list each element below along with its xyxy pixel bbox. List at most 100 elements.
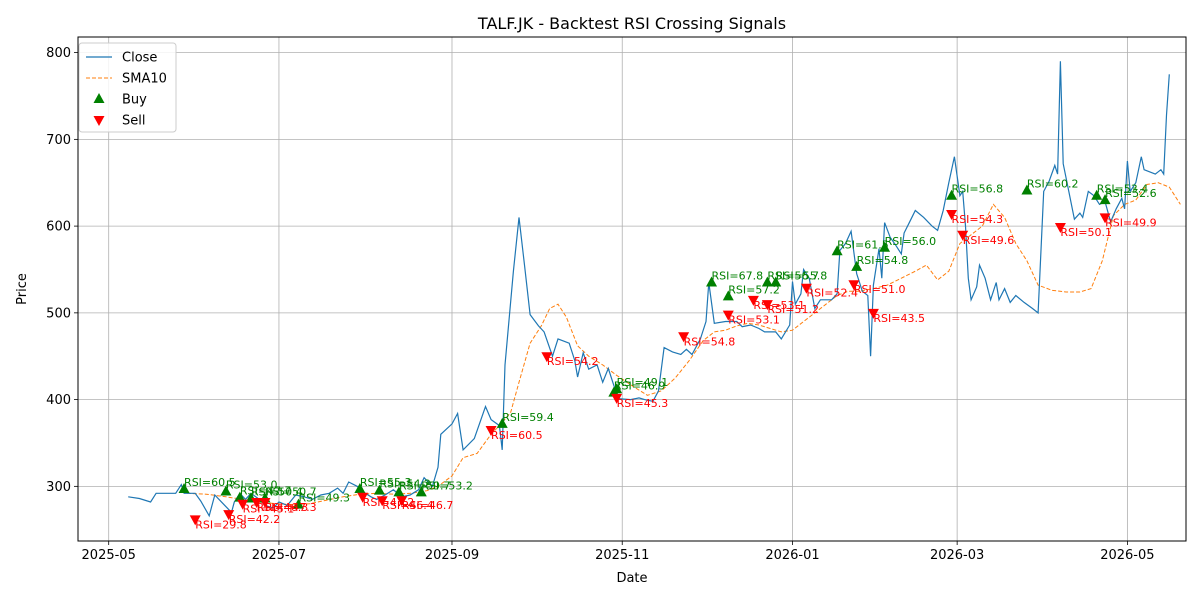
ticks: 2025-05 2025-07 2025-09 2025-11 2026-01 2026-… <box>46 46 1154 563</box>
buy-label: RSI=49.3 <box>298 492 350 505</box>
sell-label: RSI=54.3 <box>952 213 1004 226</box>
buy-marker <box>178 482 190 493</box>
buy-label: RSI=56.7 <box>767 269 819 282</box>
buy-marker <box>831 245 843 256</box>
sma10-layer <box>186 182 1181 506</box>
chart-title: TALF.JK - Backtest RSI Crossing Signals <box>477 14 786 33</box>
sell-marker <box>237 499 249 510</box>
buy-marker <box>761 276 773 287</box>
x-tick-label: 2025-07 <box>252 548 306 563</box>
close-layer <box>128 61 1170 518</box>
buy-marker <box>373 484 385 495</box>
buy-marker <box>770 276 782 287</box>
sell-label: RSI=46.3 <box>257 501 309 514</box>
x-axis-label: Date <box>616 571 647 586</box>
close-line <box>128 61 1170 518</box>
x-tick-label: 2026-03 <box>930 548 984 563</box>
sell-marker <box>848 280 860 291</box>
sell-marker <box>259 497 271 508</box>
legend: Close SMA10 Buy Sell <box>78 42 177 133</box>
buy-label: RSI=52.6 <box>1105 187 1157 200</box>
sell-label: RSI=46.4 <box>382 499 434 512</box>
sell-label: RSI=46.7 <box>402 499 454 512</box>
sell-label: RSI=42.2 <box>229 513 281 526</box>
buy-marker <box>220 485 232 496</box>
sma10-line <box>186 182 1181 506</box>
buy-label: RSI=60.5 <box>184 476 236 489</box>
y-tick-label: 700 <box>46 133 71 148</box>
legend-box <box>78 42 177 133</box>
legend-buy-swatch <box>93 93 105 103</box>
buy-label: RSI=54.2 <box>379 478 431 491</box>
buy-label: RSI=59.7 <box>399 479 451 492</box>
axes-frame <box>77 36 1187 542</box>
sell-label: RSI=52.4 <box>806 287 858 300</box>
buy-label: RSI=53.2 <box>421 479 473 492</box>
sell-marker <box>946 209 958 220</box>
buy-marker <box>946 189 958 200</box>
sell-marker <box>223 510 235 521</box>
sell-marker <box>722 310 734 321</box>
x-tick-label: 2025-09 <box>425 548 479 563</box>
sell-marker <box>189 515 201 526</box>
x-tick-label: 2025-11 <box>595 548 649 563</box>
sell-label: RSI=29.8 <box>195 518 247 531</box>
buy-marker <box>1099 194 1111 205</box>
sell-marker <box>867 308 879 319</box>
sell-label: RSI=54.2 <box>547 355 599 368</box>
sell-marker <box>747 295 759 306</box>
y-tick-label: 800 <box>46 46 71 61</box>
sell-label: RSI=43.5 <box>873 312 925 325</box>
buy-marker <box>393 486 405 497</box>
sell-marker <box>376 496 388 507</box>
buy-label: RSI=55.8 <box>776 269 828 282</box>
legend-sell-swatch <box>93 116 105 126</box>
sell-marker <box>251 497 263 508</box>
sell-label: RSI=50.1 <box>1060 226 1112 239</box>
buy-marker <box>879 241 891 252</box>
sell-marker <box>541 352 553 363</box>
sell-marker <box>396 496 408 507</box>
y-tick-label: 300 <box>46 480 71 495</box>
sell-label: RSI=54.8 <box>684 335 736 348</box>
y-axis-label: Price <box>15 273 30 305</box>
y-tick-label: 600 <box>46 220 71 235</box>
sell-marker <box>1099 213 1111 224</box>
sell-marker <box>357 492 369 503</box>
sell-marker <box>485 425 497 436</box>
y-tick-label: 500 <box>46 306 71 321</box>
sell-label: RSI=53.1 <box>728 314 780 327</box>
legend-label: SMA10 <box>122 72 167 87</box>
buy-label: RSI=53.0 <box>226 479 278 492</box>
buy-marker <box>234 491 246 502</box>
buy-marker <box>415 486 427 497</box>
x-tick-label: 2026-05 <box>1100 548 1154 563</box>
buy-label: RSI=55.3 <box>360 476 412 489</box>
legend-label: Sell <box>122 114 145 129</box>
sell-label: RSI=51.0 <box>854 283 906 296</box>
buy-label: RSI=67.8 <box>712 269 764 282</box>
sell-marker <box>957 230 969 241</box>
buy-label: RSI=53.4 <box>1097 183 1149 196</box>
legend-label: Buy <box>122 93 147 108</box>
buy-label: RSI=57.2 <box>728 283 780 296</box>
buy-marker <box>722 290 734 301</box>
sell-label: RSI=51.2 <box>767 303 819 316</box>
legend-label: Close <box>122 51 157 66</box>
sell-marker <box>1054 222 1066 233</box>
buy-marker <box>611 383 623 394</box>
y-tick-label: 400 <box>46 393 71 408</box>
sell-label: RSI=49.6 <box>963 234 1015 247</box>
buy-label: RSI=49.1 <box>617 376 669 389</box>
buy-label: RSI=54.8 <box>857 254 909 267</box>
signal-layer: RSI=60.5RSI=53.0RSI=47.7RSI=50.4RSI=50.7… <box>178 178 1157 531</box>
sell-marker <box>678 332 690 343</box>
sell-label: RSI=60.5 <box>491 429 543 442</box>
sell-label: RSI=47.3 <box>265 501 317 514</box>
buy-marker <box>1021 184 1033 195</box>
sell-marker <box>761 300 773 311</box>
buy-label: RSI=61.5 <box>837 238 889 251</box>
buy-marker <box>496 417 508 428</box>
x-tick-label: 2026-01 <box>765 548 819 563</box>
buy-marker <box>706 276 718 287</box>
